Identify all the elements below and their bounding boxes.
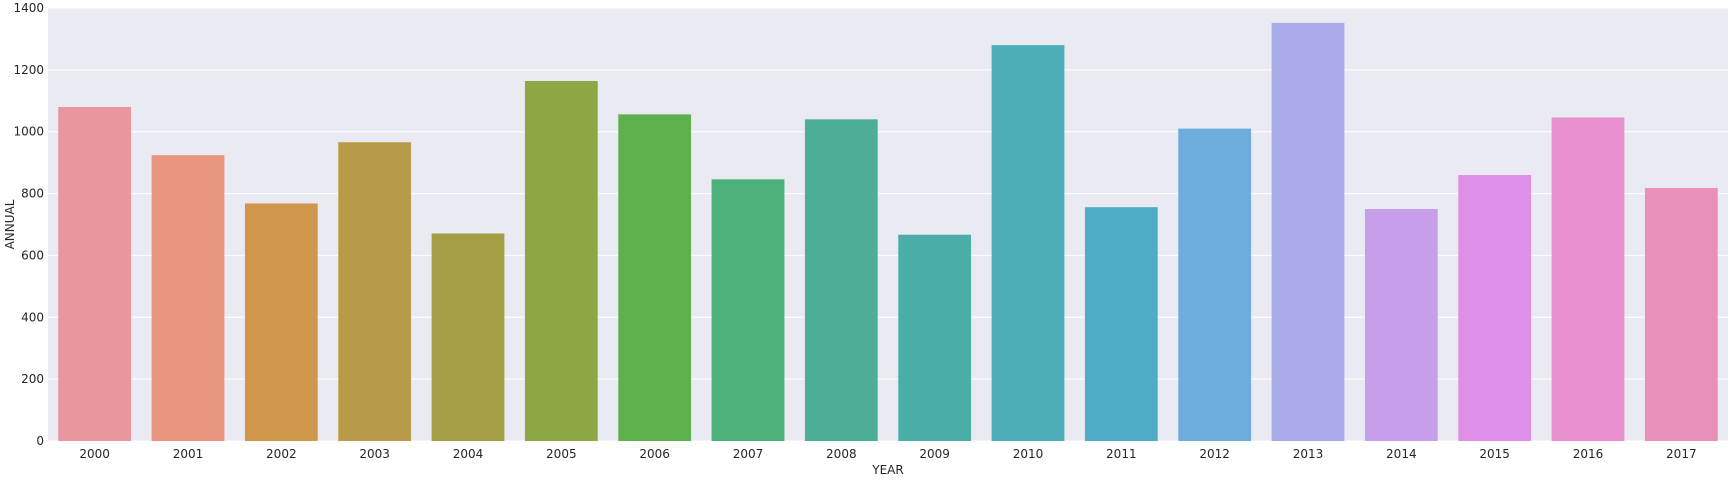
x-tick-label: 2005 bbox=[546, 447, 577, 461]
bar-2003 bbox=[338, 142, 411, 441]
x-tick-label: 2002 bbox=[266, 447, 297, 461]
x-tick-label: 2011 bbox=[1106, 447, 1137, 461]
x-tick-label: 2013 bbox=[1293, 447, 1324, 461]
bar-2004 bbox=[432, 233, 505, 441]
bar-2017 bbox=[1645, 188, 1718, 441]
bar-2011 bbox=[1085, 207, 1158, 441]
bar-2015 bbox=[1458, 175, 1531, 441]
x-tick-label: 2006 bbox=[639, 447, 670, 461]
y-tick-label: 1200 bbox=[13, 63, 44, 77]
bar-2010 bbox=[992, 45, 1065, 441]
bar-2012 bbox=[1178, 129, 1251, 441]
x-tick-label: 2000 bbox=[79, 447, 110, 461]
y-tick-label: 1000 bbox=[13, 125, 44, 139]
bar-2007 bbox=[712, 179, 785, 441]
x-tick-label: 2009 bbox=[919, 447, 950, 461]
bar-2008 bbox=[805, 119, 878, 441]
y-tick-label: 200 bbox=[21, 372, 44, 386]
bar-2001 bbox=[152, 155, 225, 441]
x-tick-label: 2015 bbox=[1479, 447, 1510, 461]
bar-2006 bbox=[618, 114, 691, 441]
x-tick-label: 2014 bbox=[1386, 447, 1417, 461]
y-tick-label: 1400 bbox=[13, 1, 44, 15]
y-axis-label: ANNUAL bbox=[3, 199, 17, 249]
x-tick-labels: 2000 2001 2002 2003 2004 2005 2006 2007 2008 2009… bbox=[79, 447, 1696, 461]
x-tick-label: 2001 bbox=[173, 447, 204, 461]
y-tick-label: 0 bbox=[36, 434, 44, 448]
bar-2005 bbox=[525, 81, 598, 441]
y-tick-labels: 0 200 400 600 800 1000 1200 1400 bbox=[13, 1, 44, 448]
y-tick-label: 800 bbox=[21, 187, 44, 201]
x-tick-label: 2012 bbox=[1199, 447, 1230, 461]
bar-2016 bbox=[1552, 117, 1625, 441]
bar-2013 bbox=[1272, 23, 1345, 441]
x-axis-label: YEAR bbox=[871, 463, 903, 477]
y-tick-label: 400 bbox=[21, 310, 44, 324]
bar-2009 bbox=[898, 235, 971, 441]
x-tick-label: 2007 bbox=[733, 447, 764, 461]
bar-2002 bbox=[245, 203, 318, 441]
x-tick-label: 2004 bbox=[453, 447, 484, 461]
x-tick-label: 2008 bbox=[826, 447, 857, 461]
bar-2014 bbox=[1365, 209, 1438, 441]
x-tick-label: 2016 bbox=[1573, 447, 1604, 461]
x-tick-label: 2017 bbox=[1666, 447, 1697, 461]
y-tick-label: 600 bbox=[21, 248, 44, 262]
x-tick-label: 2003 bbox=[359, 447, 390, 461]
x-tick-label: 2010 bbox=[1013, 447, 1044, 461]
bar-2000 bbox=[58, 107, 131, 441]
